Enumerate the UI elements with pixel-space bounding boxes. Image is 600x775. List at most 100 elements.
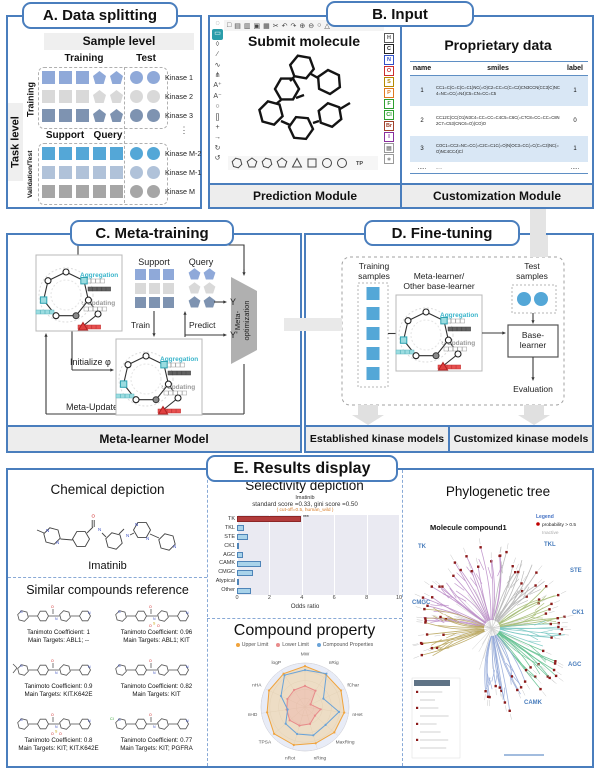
template-hexagon[interactable] [261, 157, 273, 169]
svg-text:N: N [153, 671, 156, 675]
chemical-section-divider [8, 577, 207, 578]
fragment-icon[interactable]: ⋔ [214, 72, 221, 80]
help-icon[interactable]: △ [324, 22, 330, 30]
kinase-row-label: Kinase M-2 [165, 149, 202, 158]
paste-icon[interactable]: ▦ [263, 22, 270, 30]
svg-text:N: N [20, 610, 23, 614]
cell-label: 0 [573, 118, 577, 124]
bracket-icon[interactable]: [] [215, 113, 220, 121]
zoom-fit-icon[interactable]: ○ [317, 22, 322, 29]
chain-icon[interactable]: ∿ [214, 61, 221, 69]
single-bond-icon[interactable]: ∕ [216, 51, 219, 59]
template-pentagon[interactable] [276, 157, 288, 168]
similar-compound-card: O N N N Tanimoto Coefficient: 0.82 Main Targe… [109, 657, 204, 709]
svg-text:Y': Y' [230, 330, 238, 340]
x-tick: 2 [267, 595, 271, 602]
rect-select-icon[interactable]: ▭ [212, 29, 223, 40]
template-pentagon[interactable] [246, 157, 258, 168]
sample-sq [59, 147, 72, 160]
periodic-table-icon[interactable]: ▦ [384, 143, 394, 153]
template-circle[interactable] [337, 158, 347, 168]
tanimoto-coefficient: Tanimoto Coefficient: 1 [27, 629, 90, 636]
bar-Atypical [237, 578, 240, 585]
sample-sq [110, 185, 123, 198]
element-button-Br[interactable]: Br [384, 121, 394, 131]
element-button-N[interactable]: N [384, 55, 394, 65]
svg-text:↻: ↻ [441, 341, 445, 347]
element-button-C[interactable]: C [384, 44, 394, 54]
zoom-out-icon[interactable]: ⊖ [308, 22, 315, 30]
x-tick: 0 [235, 595, 239, 602]
tree-attribution [504, 754, 544, 756]
element-button-S[interactable]: S [384, 77, 394, 87]
validation-group-box [38, 143, 168, 205]
template-panel-button[interactable]: TP [356, 161, 363, 167]
cell-label: 1 [573, 88, 577, 94]
element-button-F[interactable]: F [384, 99, 394, 109]
rotate-icon[interactable]: ↻ [214, 144, 221, 152]
plus-icon[interactable]: + [215, 124, 220, 132]
x-tick: 4 [300, 595, 304, 602]
compound-property-title: Compound property [233, 622, 376, 639]
element-button-P[interactable]: P [384, 88, 394, 98]
charge-plus-icon[interactable]: A⁺ [213, 82, 222, 90]
bar-CK1 [237, 543, 239, 550]
copy-icon[interactable]: ▣ [253, 22, 261, 30]
element-button-O[interactable]: O [384, 66, 394, 76]
flow-arrow-to-established [352, 405, 384, 425]
svg-text:N: N [173, 544, 176, 549]
tanimoto-coefficient: Tanimoto Coefficient: 0.96 [120, 629, 193, 636]
template-triangle[interactable] [291, 157, 303, 168]
cycle-icon[interactable]: ↺ [214, 155, 221, 163]
bar-AGC [237, 552, 244, 558]
sample-ci [147, 147, 160, 160]
arrow-icon[interactable]: → [214, 134, 221, 142]
sample-sq [42, 166, 55, 179]
panel-e-title: E. Results display [206, 455, 398, 482]
element-button-Cl[interactable]: Cl [384, 110, 394, 120]
svg-text:Initialize φ: Initialize φ [70, 357, 111, 367]
template-circle[interactable] [322, 158, 332, 168]
new-document-icon[interactable]: □ [227, 22, 232, 29]
sample-sq [42, 90, 55, 103]
svg-text:Cl: Cl [110, 717, 114, 721]
template-hexagon[interactable] [231, 157, 243, 169]
open-icon[interactable]: ▤ [234, 22, 241, 30]
lasso-select-icon[interactable]: ◌ [215, 20, 220, 27]
eraser-icon[interactable]: ◊ [215, 40, 220, 48]
cell-smiles: CC1=C(C=C(C=C1)NC(=O)C2=CC=C(C=C2)CN3CCN… [436, 85, 560, 96]
element-button-H[interactable]: H [384, 33, 394, 43]
sample-pn [110, 71, 123, 84]
element-button-I[interactable]: I [384, 132, 394, 142]
charge-minus-icon[interactable]: A⁻ [213, 92, 222, 100]
sample-pn [93, 71, 106, 84]
svg-text:N: N [118, 610, 121, 614]
ring-icon[interactable]: ○ [215, 103, 220, 111]
zoom-in-icon[interactable]: ⊕ [299, 22, 306, 30]
svg-text:N: N [146, 536, 149, 541]
bar-label-AGC: AGC [223, 551, 235, 558]
proprietary-data-table: name smiles label 1 CC1=C(C=C(C=C1)NC(=O)C2=… [410, 61, 588, 174]
tree-compound-label: Molecule compound1 [430, 523, 507, 532]
bar-CAMK [237, 560, 262, 567]
table-header-row: name smiles label [410, 61, 588, 76]
save-icon[interactable]: ▥ [243, 22, 251, 30]
redo-icon[interactable]: ↷ [290, 22, 297, 30]
main-targets: Main Targets: KIT [132, 690, 181, 698]
svg-text:Meta-: Meta- [233, 310, 242, 330]
svg-text:Meta-Update: Meta-Update [66, 402, 118, 412]
cut-icon[interactable]: ✂ [272, 22, 279, 30]
table-row: ............... [410, 162, 588, 173]
svg-text:N: N [186, 665, 189, 669]
template-square[interactable] [307, 158, 317, 168]
similar-compounds-grid: O N N N Tanimoto Coefficient: 1 Main Targets:… [10, 603, 206, 765]
svg-text:TPSA: TPSA [259, 739, 272, 745]
cell-smiles: COC1=CC2=NC=CC(=C2C=C1C(=O)N)OC3=CC(=C(C… [436, 143, 559, 154]
cell-label: 1 [573, 146, 577, 152]
stereo-icon[interactable]: ∗ [384, 154, 394, 164]
x-tick: 8 [365, 595, 369, 602]
svg-text:O: O [51, 732, 54, 736]
undo-icon[interactable]: ↶ [281, 22, 288, 30]
flow-arrow-c-to-d [284, 318, 342, 331]
